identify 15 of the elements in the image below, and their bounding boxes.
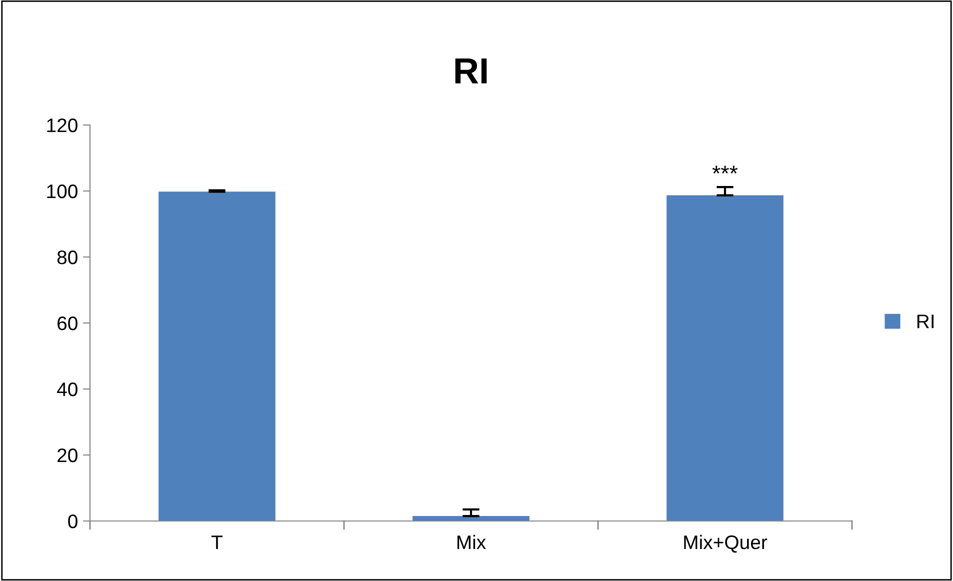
y-tick-label: 120 xyxy=(47,118,78,132)
y-tick-label: 100 xyxy=(47,184,78,198)
bar xyxy=(666,195,784,521)
annotation: *** xyxy=(712,166,738,174)
bar xyxy=(158,192,276,521)
y-tick-label: 80 xyxy=(57,250,78,264)
x-tick-label: T xyxy=(212,536,222,549)
x-tick-label: Mix+Quer xyxy=(684,534,768,553)
y-tick-label: 0 xyxy=(68,514,78,528)
y-tick-label: 40 xyxy=(57,382,78,396)
x-tick-label: Mix xyxy=(457,534,486,549)
y-tick-label: 60 xyxy=(58,316,78,330)
chart-title: RI xyxy=(455,58,487,84)
y-tick-label: 20 xyxy=(58,448,78,462)
legend-label: RI xyxy=(917,314,934,328)
